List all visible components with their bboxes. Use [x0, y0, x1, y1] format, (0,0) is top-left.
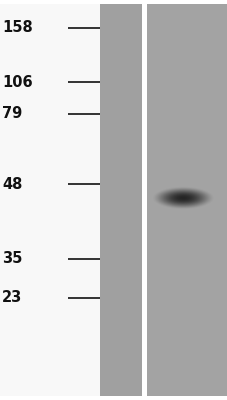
Text: 23: 23 [2, 290, 22, 306]
Bar [142, 4, 146, 396]
Text: 79: 79 [2, 106, 22, 121]
Text: 106: 106 [2, 75, 33, 90]
Bar [0, 4, 100, 396]
Text: 158: 158 [2, 20, 33, 35]
Text: 35: 35 [2, 251, 22, 266]
Bar [146, 4, 227, 396]
Bar [100, 4, 142, 396]
Text: 48: 48 [2, 177, 22, 192]
